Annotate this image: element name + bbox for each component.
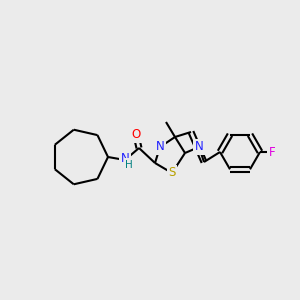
Text: H: H [125, 160, 133, 170]
Text: S: S [168, 167, 176, 179]
Text: O: O [131, 128, 141, 142]
Text: N: N [121, 152, 129, 164]
Text: N: N [195, 140, 203, 154]
Text: F: F [269, 146, 275, 158]
Text: N: N [156, 140, 164, 154]
